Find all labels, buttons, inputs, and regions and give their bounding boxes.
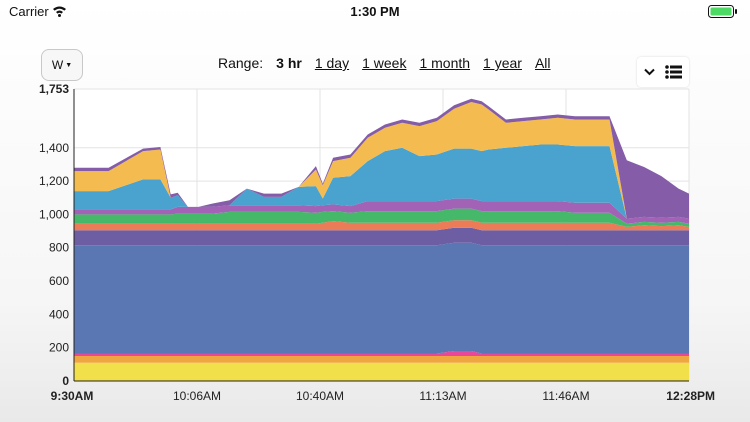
y-tick-label: 1,400 bbox=[39, 141, 69, 155]
status-bar: Carrier 1:30 PM bbox=[0, 0, 750, 24]
range-selector: Range: 3 hr 1 day 1 week 1 month 1 year … bbox=[218, 55, 551, 71]
battery-icon bbox=[708, 5, 737, 18]
area-series-gold[interactable] bbox=[74, 102, 689, 219]
area-series-group bbox=[74, 98, 689, 381]
y-tick-labels: 0 200 400 600 800 1,000 1,200 1,400 1,753 bbox=[39, 82, 69, 388]
range-option-1week[interactable]: 1 week bbox=[362, 55, 407, 71]
range-option-3hr[interactable]: 3 hr bbox=[276, 55, 302, 71]
chart-toolbar bbox=[637, 57, 689, 87]
y-tick-label: 0 bbox=[62, 374, 69, 388]
area-series-light-blue[interactable] bbox=[74, 144, 689, 219]
carrier-label: Carrier bbox=[9, 4, 49, 19]
clock: 1:30 PM bbox=[350, 4, 400, 19]
wifi-icon bbox=[53, 6, 66, 17]
x-tick-labels: 9:30AM 10:06AM 10:40AM 11:13AM 11:46AM 12:28P… bbox=[51, 389, 715, 403]
y-tick-label: 200 bbox=[49, 341, 69, 355]
x-tick-label: 10:40AM bbox=[296, 389, 344, 403]
caret-down-icon: ▼ bbox=[65, 61, 73, 69]
x-tick-label: 10:06AM bbox=[173, 389, 221, 403]
range-label: Range: bbox=[218, 55, 264, 71]
range-option-1year[interactable]: 1 year bbox=[483, 55, 522, 71]
y-tick-label: 1,753 bbox=[39, 82, 69, 96]
x-tick-label: 9:30AM bbox=[51, 389, 94, 403]
area-series-orange[interactable] bbox=[74, 356, 689, 363]
area-series-blue[interactable] bbox=[74, 242, 689, 354]
unit-selector-button[interactable]: W ▼ bbox=[41, 49, 83, 81]
x-tick-label: 12:28PM bbox=[666, 389, 715, 403]
y-tick-label: 800 bbox=[49, 241, 69, 255]
area-series-indigo[interactable] bbox=[74, 98, 689, 219]
energy-area-chart[interactable]: 0 200 400 600 800 1,000 1,200 1,400 1,753 9:30AM… bbox=[0, 80, 750, 422]
range-option-1month[interactable]: 1 month bbox=[419, 55, 471, 71]
y-tick-label: 1,200 bbox=[39, 174, 69, 188]
area-series-green[interactable] bbox=[74, 208, 689, 227]
x-tick-label: 11:46AM bbox=[542, 389, 589, 403]
range-option-1day[interactable]: 1 day bbox=[314, 55, 350, 71]
area-series-yellow[interactable] bbox=[74, 362, 689, 381]
y-tick-label: 600 bbox=[49, 274, 69, 288]
area-series-violet[interactable] bbox=[74, 198, 689, 224]
y-tick-label: 1,000 bbox=[39, 207, 69, 221]
area-series-purple[interactable] bbox=[74, 227, 689, 246]
y-tick-label: 400 bbox=[49, 307, 69, 321]
list-icon[interactable] bbox=[665, 65, 682, 79]
x-tick-label: 11:13AM bbox=[419, 389, 466, 403]
unit-label: W bbox=[51, 58, 64, 72]
range-option-all[interactable]: All bbox=[534, 55, 551, 71]
chevron-down-icon[interactable] bbox=[644, 68, 655, 76]
